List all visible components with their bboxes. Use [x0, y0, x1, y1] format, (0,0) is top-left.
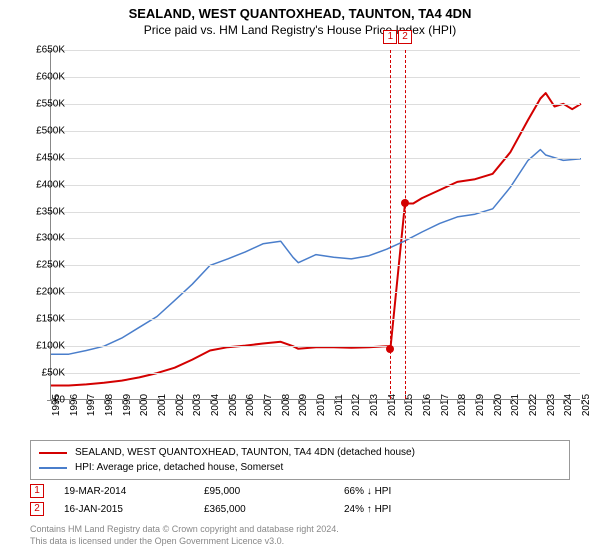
chart-svg: [51, 50, 581, 400]
x-axis-label: 2019: [475, 394, 486, 416]
transaction-marker-box: 1: [30, 484, 44, 498]
y-axis-label: £250K: [36, 260, 65, 271]
x-axis-label: 2000: [139, 394, 150, 416]
x-axis-label: 2006: [245, 394, 256, 416]
x-axis-label: 2013: [369, 394, 380, 416]
y-axis-label: £300K: [36, 233, 65, 244]
footer-line: This data is licensed under the Open Gov…: [30, 536, 570, 548]
transaction-marker-box: 2: [30, 502, 44, 516]
chart-subtitle: Price paid vs. HM Land Registry's House …: [0, 21, 600, 37]
legend-label: HPI: Average price, detached house, Some…: [75, 462, 283, 473]
x-axis-label: 1998: [104, 394, 115, 416]
x-axis-label: 2005: [228, 394, 239, 416]
x-axis-label: 2003: [192, 394, 203, 416]
x-axis-label: 1999: [122, 394, 133, 416]
y-axis-label: £350K: [36, 206, 65, 217]
y-axis-label: £450K: [36, 152, 65, 163]
x-axis-label: 2022: [528, 394, 539, 416]
y-axis-label: £50K: [42, 368, 65, 379]
legend-label: SEALAND, WEST QUANTOXHEAD, TAUNTON, TA4 …: [75, 447, 415, 458]
footer-attribution: Contains HM Land Registry data © Crown c…: [30, 524, 570, 547]
y-axis-label: £400K: [36, 179, 65, 190]
x-axis-label: 2023: [546, 394, 557, 416]
y-axis-label: £600K: [36, 71, 65, 82]
x-axis-label: 2011: [334, 394, 345, 416]
x-axis-label: 2021: [510, 394, 521, 416]
transaction-date: 16-JAN-2015: [64, 504, 204, 515]
chart-plot-area: 1995199619971998199920002001200220032004…: [50, 50, 580, 400]
y-axis-label: £100K: [36, 341, 65, 352]
x-axis-label: 2008: [281, 394, 292, 416]
x-axis-label: 2020: [493, 394, 504, 416]
transaction-price: £365,000: [204, 504, 344, 515]
y-axis-label: £550K: [36, 98, 65, 109]
x-axis-label: 2018: [457, 394, 468, 416]
x-axis-label: 2002: [175, 394, 186, 416]
x-axis-label: 2017: [440, 394, 451, 416]
x-axis-label: 1996: [69, 394, 80, 416]
legend-box: SEALAND, WEST QUANTOXHEAD, TAUNTON, TA4 …: [30, 440, 570, 480]
x-axis-label: 2009: [298, 394, 309, 416]
transaction-date: 19-MAR-2014: [64, 486, 204, 497]
y-axis-label: £150K: [36, 314, 65, 325]
footer-line: Contains HM Land Registry data © Crown c…: [30, 524, 570, 536]
x-axis-label: 2004: [210, 394, 221, 416]
x-axis-label: 2024: [563, 394, 574, 416]
transaction-marker-box: 1: [383, 30, 397, 44]
y-axis-label: £200K: [36, 287, 65, 298]
x-axis-label: 1997: [86, 394, 97, 416]
transaction-price: £95,000: [204, 486, 344, 497]
x-axis-label: 2001: [157, 394, 168, 416]
x-axis-label: 2014: [387, 394, 398, 416]
transaction-marker-box: 2: [398, 30, 412, 44]
chart-title: SEALAND, WEST QUANTOXHEAD, TAUNTON, TA4 …: [0, 0, 600, 21]
legend-item: HPI: Average price, detached house, Some…: [39, 460, 561, 475]
x-axis-label: 2025: [581, 394, 592, 416]
y-axis-label: £0: [54, 395, 65, 406]
table-row: 1 19-MAR-2014 £95,000 66% ↓ HPI: [30, 482, 570, 500]
transaction-delta: 66% ↓ HPI: [344, 486, 484, 497]
x-axis-label: 2016: [422, 394, 433, 416]
transaction-delta: 24% ↑ HPI: [344, 504, 484, 515]
legend-item: SEALAND, WEST QUANTOXHEAD, TAUNTON, TA4 …: [39, 445, 561, 460]
transactions-table: 1 19-MAR-2014 £95,000 66% ↓ HPI 2 16-JAN…: [30, 482, 570, 518]
y-axis-label: £650K: [36, 45, 65, 56]
x-axis-label: 2012: [351, 394, 362, 416]
y-axis-label: £500K: [36, 125, 65, 136]
transaction-dot: [401, 199, 409, 207]
legend-swatch: [39, 452, 67, 454]
chart-container: SEALAND, WEST QUANTOXHEAD, TAUNTON, TA4 …: [0, 0, 600, 560]
x-axis-label: 2007: [263, 394, 274, 416]
table-row: 2 16-JAN-2015 £365,000 24% ↑ HPI: [30, 500, 570, 518]
legend-swatch: [39, 467, 67, 469]
transaction-dot: [386, 345, 394, 353]
x-axis-label: 2010: [316, 394, 327, 416]
